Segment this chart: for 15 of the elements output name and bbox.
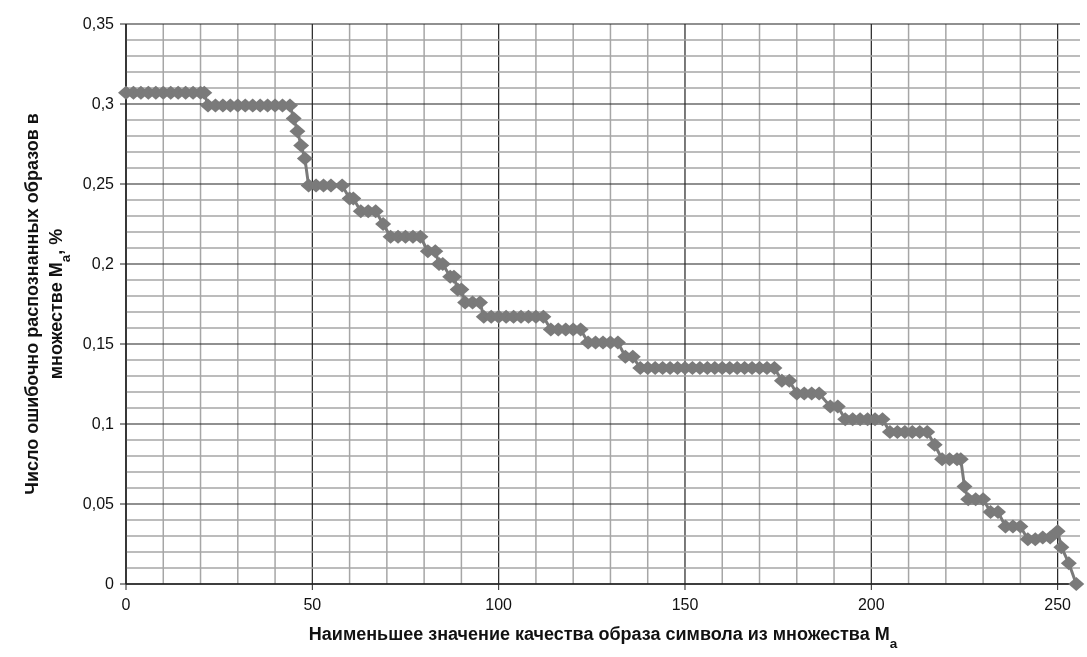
x-axis-title: Наименьшее значение качества образа символа из множества M$_{a}$ <box>308 624 898 651</box>
x-tick-label: 200 <box>857 596 885 613</box>
y-tick-label: 0,05 <box>82 495 115 512</box>
y-tick-label: 0 <box>105 575 115 592</box>
x-tick-label: 50 <box>303 596 322 613</box>
y-tick-label: 0,25 <box>82 175 115 192</box>
y-tick-label: 0,15 <box>82 335 115 352</box>
x-tick-label: 0 <box>121 596 131 613</box>
x-tick-label: 250 <box>1044 596 1072 613</box>
x-tick-label: 100 <box>485 596 513 613</box>
y-tick-label: 0,1 <box>91 415 115 432</box>
y-tick-label: 0,3 <box>91 95 115 112</box>
y-tick-label: 0,35 <box>82 15 115 32</box>
x-tick-label: 150 <box>671 596 699 613</box>
y-tick-label: 0,2 <box>91 255 115 272</box>
